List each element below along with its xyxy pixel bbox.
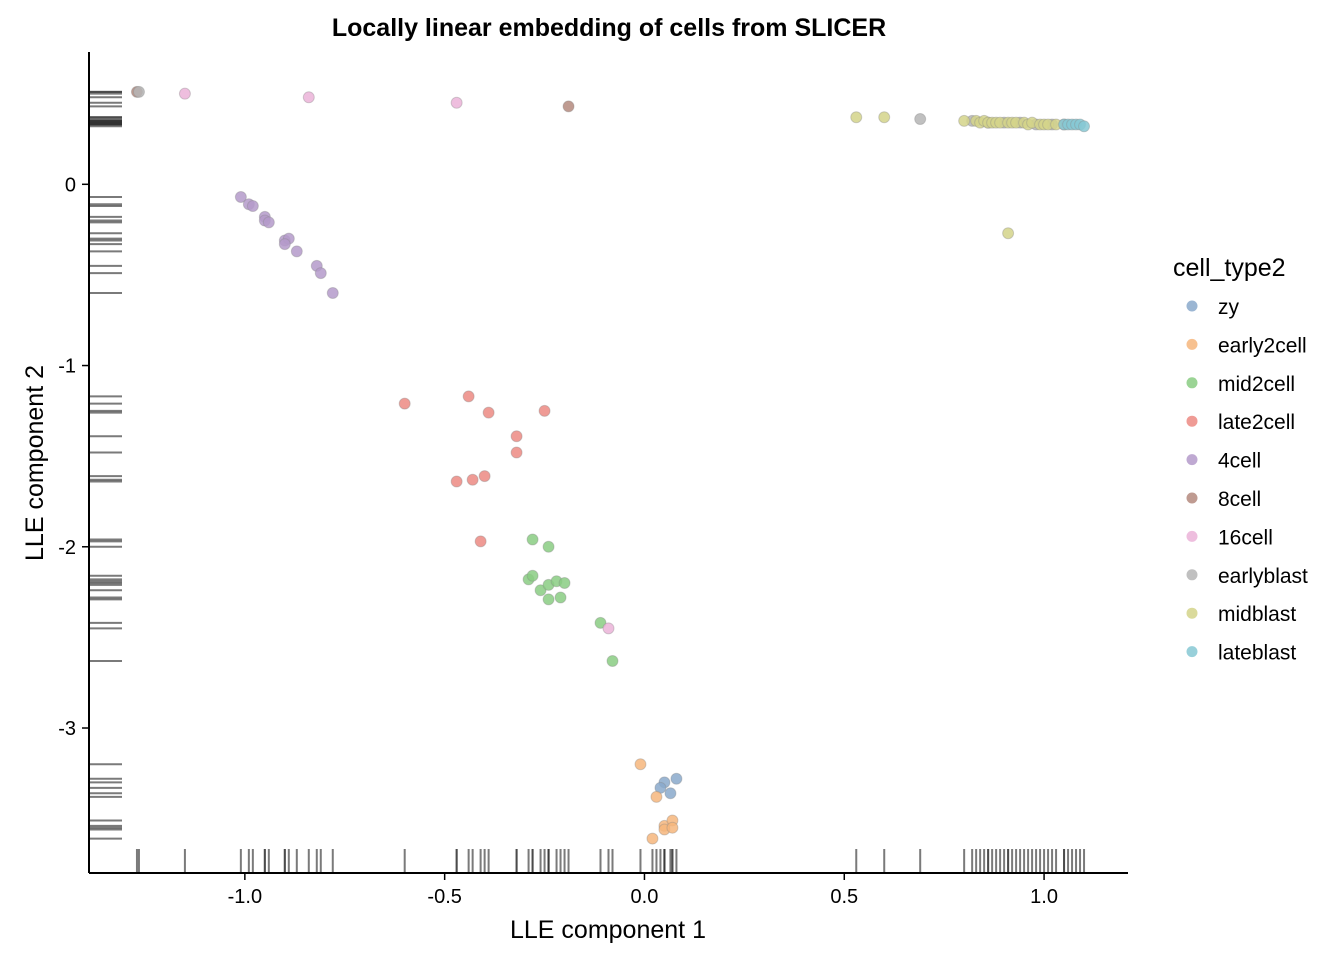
y-axis-ticks: 0 -1 -2 -3 [58,174,89,740]
legend-key-early2cell [1186,338,1198,350]
legend-label-midblast: midblast [1218,603,1296,626]
y-tick-label: -1 [58,356,76,378]
data-point-mid2cell [542,540,555,553]
data-point-mid2cell [594,616,607,629]
data-point-late2cell [450,475,463,488]
data-point-16cell [302,91,315,104]
data-point-lateblast [1078,120,1091,133]
data-point-earlyblast [132,85,145,98]
data-point-mid2cell [534,584,547,597]
x-tick-label: -1.0 [228,886,262,908]
data-point-late2cell [398,397,411,410]
data-point-zy [664,787,677,800]
data-point-late2cell [510,446,523,459]
data-point-midblast [878,111,891,124]
data-point-zy [670,772,683,785]
x-axis-title: LLE component 1 [510,916,706,944]
data-point-8cell [562,100,575,113]
data-point-early2cell [666,821,679,834]
data-point-mid2cell [526,533,539,546]
data-point-early2cell [634,758,647,771]
y-tick-label: -2 [58,537,76,559]
data-point-mid2cell [526,569,539,582]
data-point-4cell [290,245,303,258]
legend-label-late2cell: late2cell [1218,411,1295,434]
legend-key-8cell [1186,492,1198,504]
y-axis-title: LLE component 2 [21,365,49,561]
legend-label-zy: zy [1218,296,1240,319]
x-tick-label: 0.0 [631,886,659,908]
data-point-16cell [178,87,191,100]
scatter-points [130,85,1091,845]
data-point-16cell [450,96,463,109]
data-point-4cell [326,287,339,300]
x-tick-label: 1.0 [1030,886,1058,908]
data-point-late2cell [462,390,475,403]
legend-label-earlyblast: earlyblast [1218,565,1308,588]
legend-label-4cell: 4cell [1218,450,1261,473]
y-rug [89,90,122,840]
data-point-4cell [314,267,327,280]
legend-label-16cell: 16cell [1218,526,1273,549]
data-point-early2cell [650,790,663,803]
legend-label-mid2cell: mid2cell [1218,373,1295,396]
data-point-earlyblast [914,113,927,126]
data-point-late2cell [466,473,479,486]
x-rug [135,849,1086,873]
data-point-midblast [958,114,971,127]
data-point-4cell [262,216,275,229]
legend-key-midblast [1186,607,1198,619]
legend-label-lateblast: lateblast [1218,642,1296,665]
legend-key-4cell [1186,454,1198,466]
y-tick-label: -3 [58,718,76,740]
data-point-16cell [602,622,615,635]
legend-key-earlyblast [1186,569,1198,581]
data-point-late2cell [474,535,487,548]
legend-label-8cell: 8cell [1218,488,1261,511]
x-axis-ticks: -1.0 -0.5 0.0 0.5 1.0 [228,873,1058,908]
y-tick-label: 0 [65,174,76,196]
data-point-late2cell [482,406,495,419]
data-point-late2cell [478,470,491,483]
data-point-midblast [850,111,863,124]
legend-key-16cell [1186,530,1198,542]
x-tick-label: -0.5 [427,886,461,908]
data-point-4cell [234,190,247,203]
data-point-4cell [278,238,291,251]
data-point-late2cell [510,430,523,443]
data-point-4cell [246,200,259,213]
data-point-early2cell [646,832,659,845]
legend-key-mid2cell [1186,377,1198,389]
data-point-mid2cell [542,593,555,606]
legend-title: cell_type2 [1173,254,1286,282]
legend-items: zy early2cell mid2cell late2cell 4cell 8cell 1… [1186,296,1308,665]
legend-key-lateblast [1186,646,1198,658]
data-point-midblast [1002,227,1015,240]
data-point-mid2cell [558,577,571,590]
legend-label-early2cell: early2cell [1218,334,1307,357]
data-point-mid2cell [606,654,619,667]
legend-key-zy [1186,300,1198,312]
data-point-mid2cell [554,591,567,604]
chart-title: Locally linear embedding of cells from S… [332,14,886,42]
legend: cell_type2 zy early2cell mid2cell late2cell… [1173,254,1308,665]
x-tick-label: 0.5 [830,886,858,908]
data-point-late2cell [538,404,551,417]
legend-key-late2cell [1186,415,1198,427]
